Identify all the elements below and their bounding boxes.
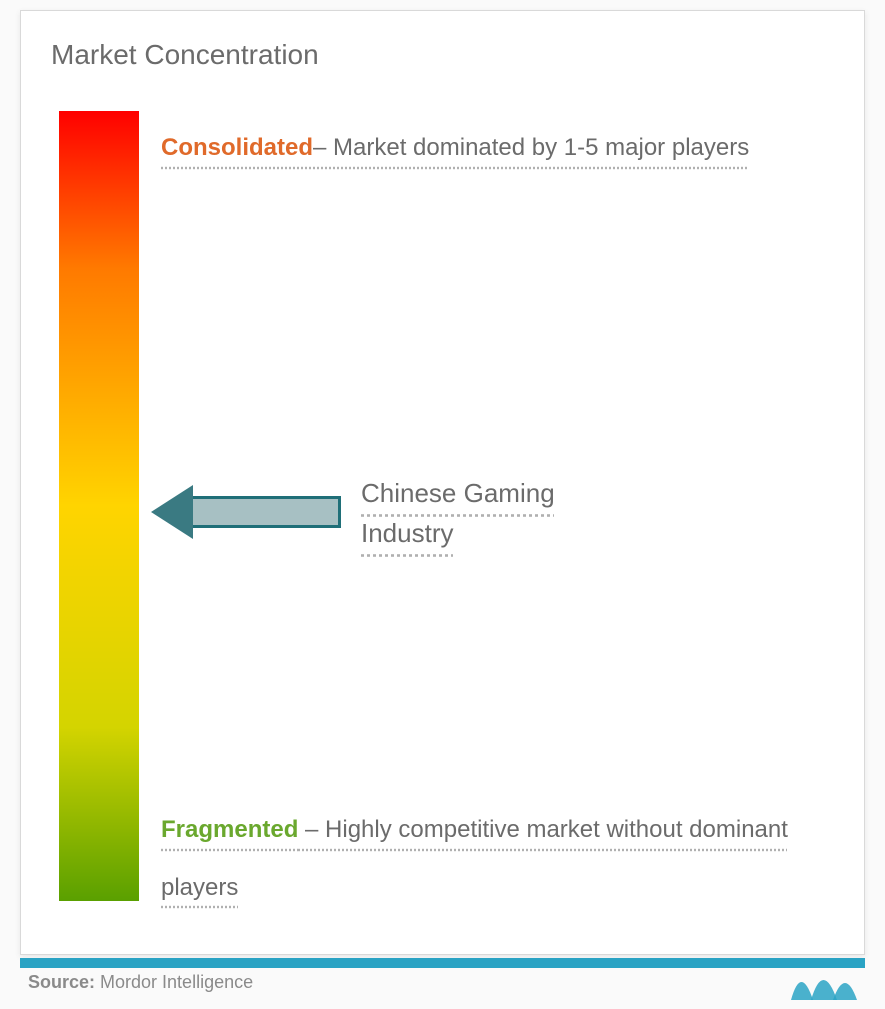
- source-value: Mordor Intelligence: [95, 972, 253, 992]
- card-container: Market Concentration Consolidated– Marke…: [20, 10, 865, 955]
- brand-logo-icon: [789, 960, 859, 1002]
- source-attribution: Source: Mordor Intelligence: [28, 972, 253, 993]
- footer-divider: [20, 958, 865, 968]
- fragmented-bold: Fragmented: [161, 816, 298, 843]
- market-position-indicator: Chinese Gaming Industry: [151, 471, 651, 561]
- consolidated-bold: Consolidated: [161, 134, 313, 161]
- consolidated-label: Consolidated– Market dominated by 1-5 ma…: [161, 119, 841, 177]
- concentration-gradient-bar: [59, 111, 139, 901]
- consolidated-rest: – Market dominated by 1-5 major players: [313, 134, 749, 161]
- market-name-label: Chinese Gaming Industry: [361, 473, 641, 554]
- fragmented-label: Fragmented – Highly competitive market w…: [161, 801, 841, 916]
- source-label: Source:: [28, 972, 95, 992]
- chart-title: Market Concentration: [21, 11, 864, 71]
- arrow-icon: [151, 485, 341, 539]
